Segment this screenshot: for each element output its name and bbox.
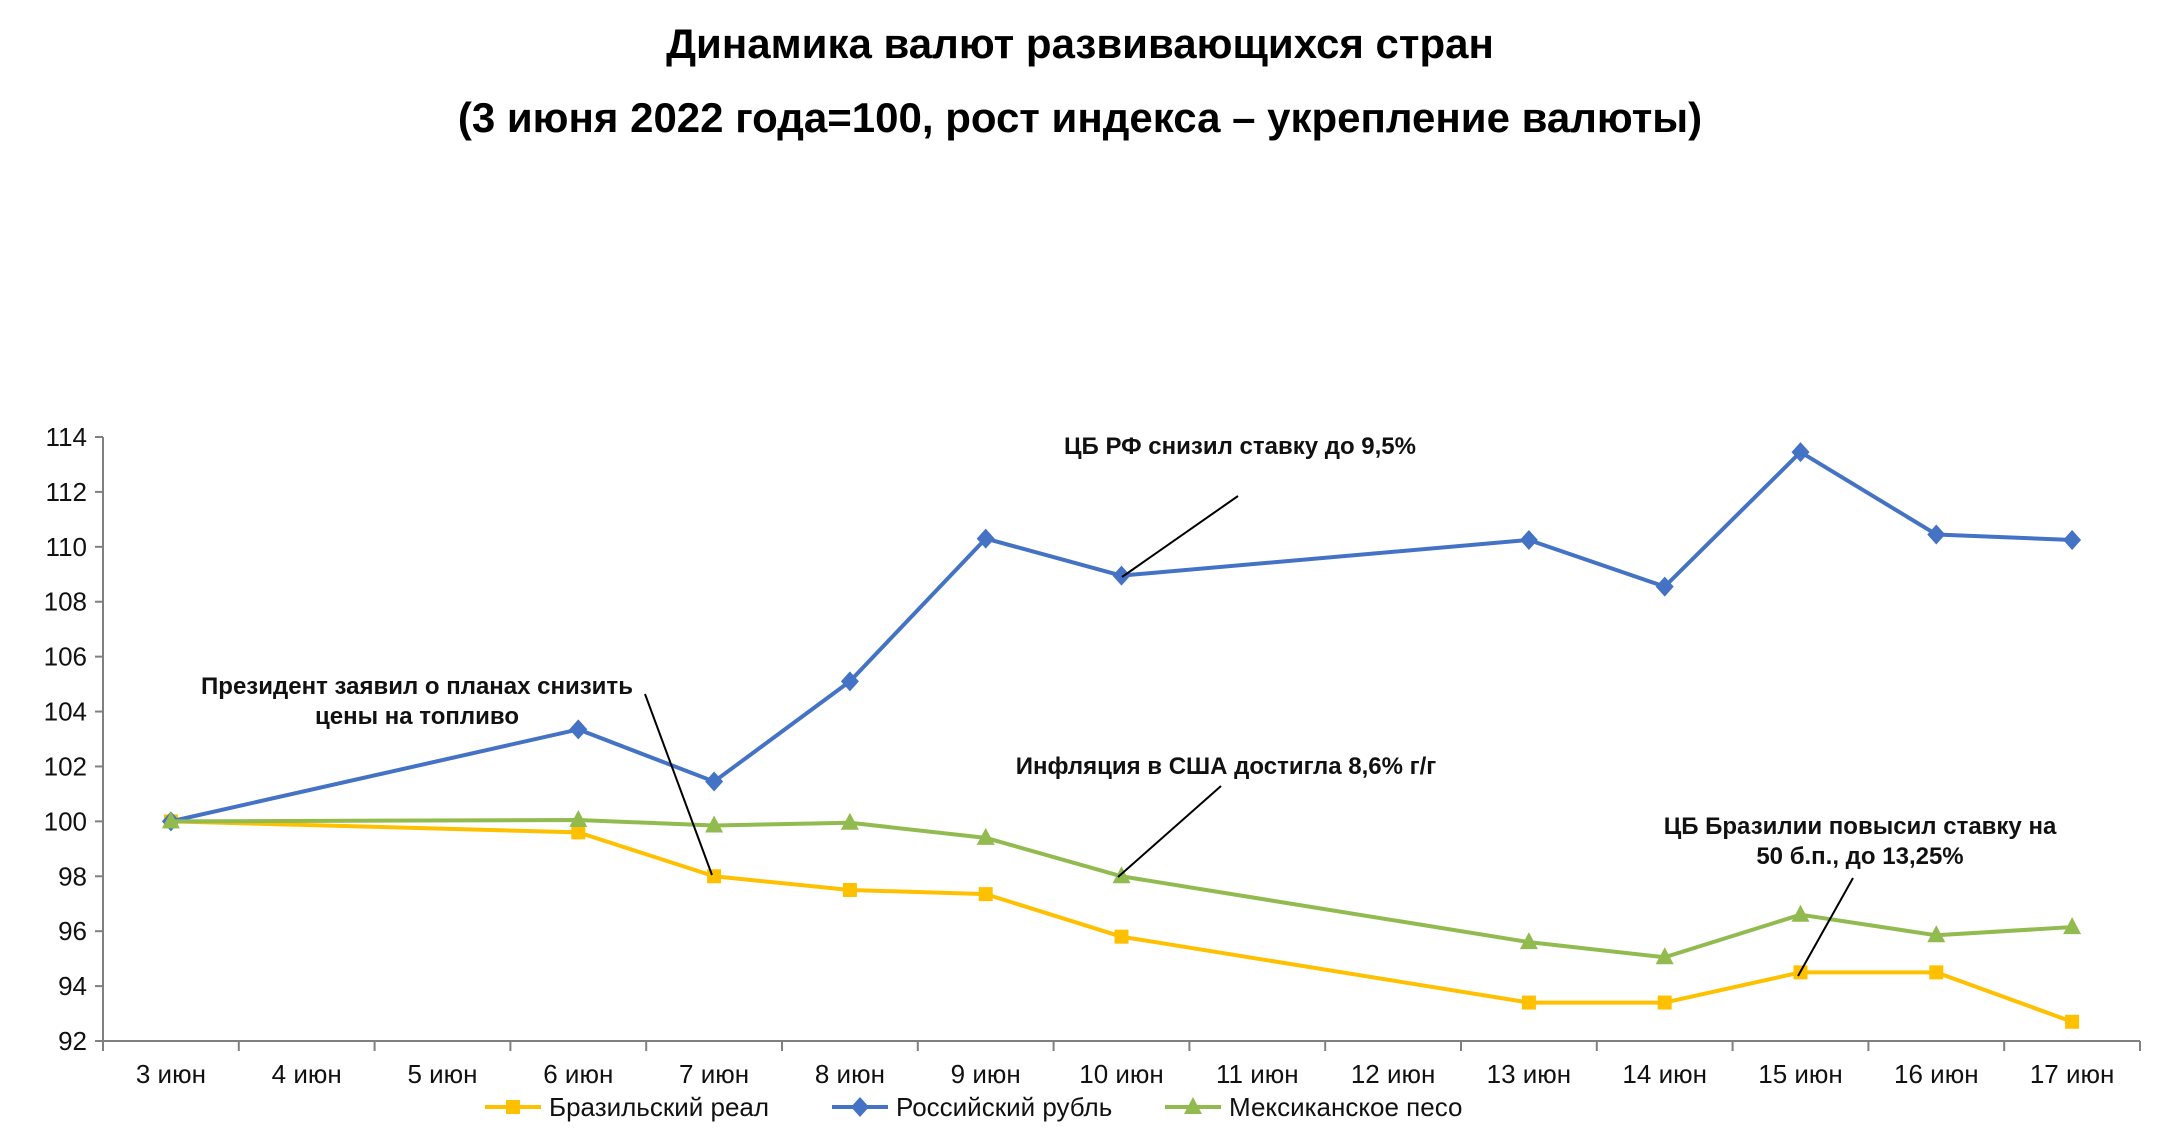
data-point — [1791, 904, 1810, 922]
data-point — [978, 887, 993, 902]
y-tick-label: 114 — [46, 422, 87, 452]
data-point — [1927, 925, 1946, 943]
data-point — [1655, 947, 1674, 965]
y-tick-label: 110 — [46, 532, 87, 562]
data-point — [569, 719, 588, 740]
series-0 — [163, 814, 2080, 1029]
legend-label: Мексиканское песо — [1229, 1092, 1462, 1122]
legend-marker — [851, 1097, 869, 1117]
legend-marker — [506, 1100, 520, 1114]
annotation-layer: Президент заявил о планах снизить цены на… — [201, 433, 2057, 977]
legend-item-1: Российский рубль — [832, 1092, 1112, 1122]
y-tick-label: 112 — [46, 477, 87, 507]
data-point — [1519, 529, 1538, 550]
x-tick-label: 15 июн — [1758, 1059, 1843, 1089]
annotation-text: ЦБ Бразилии повысил ставку на — [1664, 813, 2057, 840]
y-tick-label: 94 — [58, 971, 87, 1001]
data-point — [976, 827, 995, 845]
x-tick-label: 7 июн — [679, 1059, 749, 1089]
series-layer — [161, 442, 2082, 1029]
x-tick-label: 14 июн — [1622, 1059, 1707, 1089]
data-point — [705, 815, 724, 833]
y-tick-label: 102 — [44, 751, 87, 781]
annotation-text: цены на топливо — [315, 703, 519, 730]
data-point — [1521, 995, 1536, 1010]
data-point — [1927, 524, 1946, 545]
data-point — [1114, 929, 1129, 944]
y-tick-label: 96 — [58, 916, 87, 946]
data-point — [1791, 442, 1810, 463]
legend-item-2: Мексиканское песо — [1165, 1092, 1462, 1122]
data-point — [1519, 932, 1538, 950]
chart-subtitle: (3 июня 2022 года=100, рост индекса – ук… — [458, 94, 1702, 141]
x-tick-label: 8 июн — [815, 1059, 885, 1089]
y-tick-label: 106 — [44, 642, 87, 672]
legend-label: Российский рубль — [896, 1092, 1112, 1122]
legend-label: Бразильский реал — [549, 1092, 769, 1122]
annotation-2: Инфляция в США достигла 8,6% г/г — [1016, 753, 1437, 878]
data-point — [705, 771, 724, 792]
x-tick-label: 11 июн — [1216, 1059, 1299, 1089]
x-tick-label: 10 июн — [1079, 1059, 1164, 1089]
data-point — [2063, 917, 2082, 935]
data-point — [161, 811, 180, 829]
annotation-leader-line — [1121, 495, 1239, 578]
annotation-leader-line — [1797, 877, 1854, 977]
data-point — [707, 869, 722, 884]
data-point — [2065, 1014, 2080, 1029]
x-tick-label: 9 июн — [951, 1059, 1021, 1089]
annotation-1: ЦБ РФ снизил ставку до 9,5% — [1064, 433, 1416, 578]
annotation-text: Инфляция в США достигла 8,6% г/г — [1016, 753, 1437, 780]
data-point — [840, 671, 859, 692]
y-tick-label: 100 — [44, 806, 87, 836]
x-tick-label: 16 июн — [1894, 1059, 1979, 1089]
data-point — [569, 809, 588, 827]
data-point — [842, 883, 857, 897]
x-tick-label: 6 июн — [543, 1059, 613, 1089]
x-tick-label: 13 июн — [1487, 1059, 1572, 1089]
legend-item-0: Бразильский реал — [485, 1092, 769, 1122]
data-point — [1112, 565, 1131, 586]
chart-title: Динамика валют развивающихся стран — [666, 20, 1494, 67]
annotation-text: Президент заявил о планах снизить — [201, 673, 633, 700]
axes: 92 94 96 98 100 102 104 106 108 110 112 114 3 июн 4 и… — [44, 422, 2141, 1089]
data-point — [571, 825, 586, 840]
x-tick-label: 12 июн — [1351, 1059, 1436, 1089]
y-tick-label: 98 — [58, 861, 87, 891]
annotation-text: ЦБ РФ снизил ставку до 9,5% — [1064, 433, 1416, 460]
annotation-0: Президент заявил о планах снизить цены на… — [201, 673, 713, 876]
y-tick-label: 108 — [44, 587, 87, 617]
data-point — [1655, 576, 1674, 597]
x-tick-label: 17 июн — [2030, 1059, 2115, 1089]
y-tick-label: 92 — [58, 1026, 87, 1056]
y-tick-label: 104 — [44, 697, 87, 727]
x-tick-label: 5 июн — [407, 1059, 477, 1089]
series-2 — [161, 809, 2082, 965]
annotation-leader-line — [1117, 785, 1222, 878]
annotation-text: 50 б.п., до 13,25% — [1756, 843, 1963, 870]
x-tick-label: 3 июн — [136, 1059, 206, 1089]
legend: Бразильский реал Российский рубль Мексикан… — [485, 1092, 1462, 1122]
data-point — [2063, 529, 2082, 550]
data-point — [1929, 965, 1944, 980]
annotation-leader-line — [644, 693, 713, 876]
data-point — [976, 528, 995, 549]
x-tick-label: 4 июн — [272, 1059, 342, 1089]
legend-marker — [1184, 1097, 1202, 1114]
data-point — [1657, 995, 1672, 1010]
annotation-3: ЦБ Бразилии повысил ставку на 50 б.п., до… — [1664, 813, 2057, 977]
data-point — [840, 812, 859, 830]
